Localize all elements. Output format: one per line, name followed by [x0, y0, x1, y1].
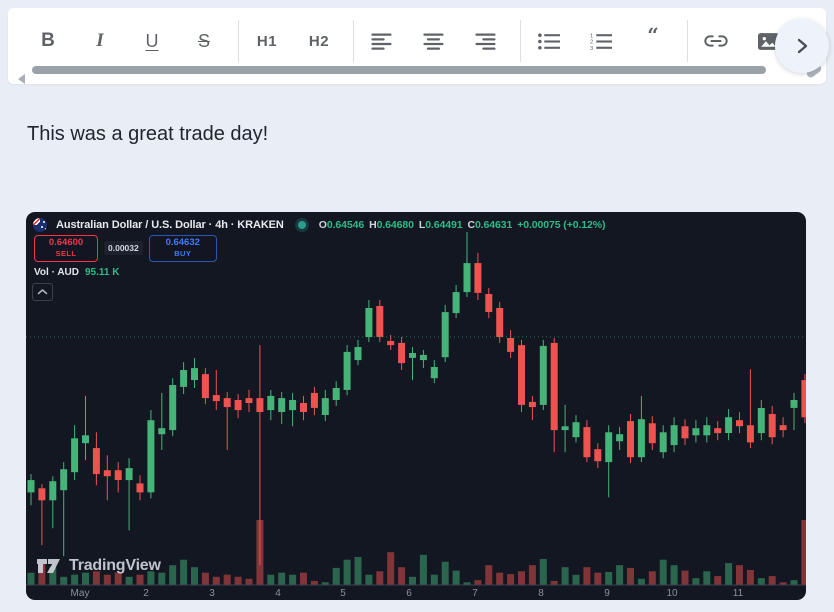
image-icon: [757, 32, 779, 50]
toolbar-blockquote-button[interactable]: “: [635, 23, 671, 59]
svg-text:8: 8: [538, 588, 544, 599]
toolbar-divider: [238, 20, 239, 62]
svg-text:May: May: [71, 588, 90, 599]
buy-button[interactable]: 0.64632 BUY: [148, 234, 217, 262]
market-status-dot[interactable]: [297, 221, 306, 229]
svg-text:6: 6: [406, 588, 412, 599]
toolbar-align-center-button[interactable]: [416, 23, 452, 59]
open-label: O: [318, 219, 327, 231]
chevron-up-icon: [37, 288, 48, 296]
toolbar-more-button[interactable]: [775, 19, 829, 73]
volume-label: Vol · AUD: [34, 267, 79, 278]
toolbar-link-button[interactable]: [698, 23, 734, 59]
align-center-icon: [423, 33, 445, 50]
toolbar-italic-button[interactable]: I: [82, 23, 118, 59]
align-left-icon: [371, 33, 393, 50]
svg-text:10: 10: [666, 588, 678, 599]
toolbar-divider: [353, 20, 354, 62]
bold-glyph: B: [41, 30, 55, 51]
change-value: +0.00075 (+0.12%): [517, 219, 606, 231]
buy-label: BUY: [174, 248, 192, 258]
australian-flag-icon: [33, 218, 47, 232]
link-icon: [704, 34, 728, 48]
volume-value: 95.11 K: [85, 267, 120, 278]
close-value: 0.64631: [474, 219, 513, 231]
chevron-right-icon: [793, 37, 811, 55]
toolbar-scroll-left-arrow[interactable]: [18, 74, 25, 84]
buy-price: 0.64632: [165, 236, 200, 248]
tradingview-logo-icon: [36, 556, 62, 576]
svg-text:5: 5: [340, 588, 346, 599]
italic-glyph: I: [96, 30, 104, 51]
sell-label: SELL: [55, 248, 77, 258]
order-panel: 0.64600 SELL 0.00032 0.64632 BUY: [34, 234, 217, 262]
open-value: 0.64546: [326, 219, 365, 231]
toolbar-image-button[interactable]: [750, 23, 786, 59]
toolbar-strikethrough-button[interactable]: S: [186, 23, 222, 59]
heading1-glyph: H1: [256, 32, 278, 50]
blockquote-glyph: “: [647, 23, 659, 47]
strikethrough-glyph: S: [197, 30, 210, 51]
chart-symbol-title: Australian Dollar / U.S. Dollar · 4h · K…: [56, 219, 284, 231]
high-label: H: [369, 219, 377, 231]
svg-text:3: 3: [209, 588, 215, 599]
volume-layer: [27, 520, 806, 585]
editor-toolbar: B I U S H1 H2 1 2 3 “: [8, 8, 826, 84]
toolbar-scrollbar-thumb[interactable]: [32, 66, 766, 74]
svg-text:7: 7: [472, 588, 478, 599]
svg-text:11: 11: [733, 588, 744, 599]
heading2-glyph: H2: [308, 32, 330, 50]
align-right-icon: [475, 33, 497, 50]
tradingview-chart-widget[interactable]: May 2 3 4 5 6 7 8 9 10 11 Australian Dollar / U.S.…: [26, 212, 806, 600]
toolbar-bullet-list-button[interactable]: [531, 23, 567, 59]
sell-price: 0.64600: [48, 236, 84, 248]
toolbar-bold-button[interactable]: B: [30, 23, 66, 59]
chart-header: Australian Dollar / U.S. Dollar · 4h · K…: [33, 216, 800, 234]
watermark-text: TradingView: [69, 557, 161, 574]
chart-collapse-button[interactable]: [32, 283, 53, 301]
editor-note-text[interactable]: This was a great trade day!: [27, 123, 269, 145]
sell-button[interactable]: 0.64600 SELL: [34, 234, 98, 262]
underline-glyph: U: [145, 30, 159, 51]
toolbar-underline-button[interactable]: U: [134, 23, 170, 59]
svg-text:4: 4: [275, 588, 281, 599]
svg-text:2: 2: [590, 39, 593, 45]
high-value: 0.64680: [376, 219, 414, 231]
toolbar-heading2-button[interactable]: H2: [301, 23, 337, 59]
toolbar-align-left-button[interactable]: [364, 23, 400, 59]
svg-text:1: 1: [590, 33, 593, 39]
spread-value: 0.00032: [104, 241, 143, 255]
bullet-list-icon: [538, 32, 560, 50]
svg-text:2: 2: [143, 588, 149, 599]
candles-layer: [27, 232, 806, 566]
low-label: L: [418, 219, 426, 231]
toolbar-buttons-row: B I U S H1 H2 1 2 3 “: [30, 20, 779, 62]
toolbar-divider: [687, 20, 688, 62]
toolbar-heading1-button[interactable]: H1: [249, 23, 285, 59]
toolbar-divider: [520, 20, 521, 62]
ohlc-readout: O0.64546 H0.64680 L0.64491 C0.64631 +0.00075…: [319, 219, 606, 231]
svg-text:9: 9: [604, 588, 610, 599]
tradingview-watermark: TradingView: [36, 556, 161, 576]
close-label: C: [467, 219, 475, 231]
toolbar-align-right-button[interactable]: [468, 23, 504, 59]
volume-indicator-row: Vol · AUD 95.11 K: [34, 267, 119, 278]
svg-text:3: 3: [590, 45, 593, 49]
low-value: 0.64491: [425, 219, 463, 231]
candlestick-plot: May 2 3 4 5 6 7 8 9 10 11: [26, 232, 806, 599]
time-axis-labels[interactable]: May 2 3 4 5 6 7 8 9 10 11: [71, 588, 744, 599]
